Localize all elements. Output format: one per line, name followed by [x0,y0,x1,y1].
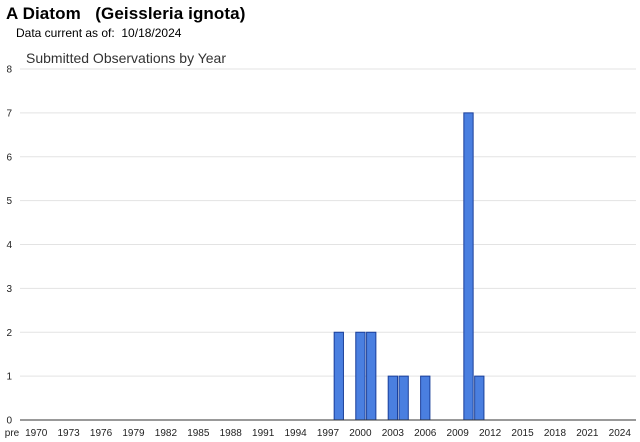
bars [333,112,485,421]
x-tick-label: 1976 [90,428,113,439]
x-tick-label: 1994 [284,428,307,439]
y-tick-label: 2 [6,328,12,339]
y-tick-label: 7 [6,108,12,119]
bar-2000 [355,331,366,421]
x-tick-label: 1973 [58,428,81,439]
x-tick-label: 2012 [479,428,502,439]
x-tick-label: 2021 [576,428,599,439]
x-tick-label: 2006 [414,428,437,439]
x-tick-label: 2000 [349,428,372,439]
bar-2004 [398,375,409,421]
x-tick-label: 1970 [25,428,48,439]
grid-lines [20,68,636,377]
y-tick-label: 6 [6,152,12,163]
x-tick-label: 1997 [317,428,340,439]
bar-2001 [366,331,377,421]
y-axis-ticks: 0 1 2 3 4 5 6 7 8 [6,65,12,427]
chart-title: Submitted Observations by Year [26,50,226,66]
y-tick-label: 1 [6,372,12,383]
bar-1998 [333,331,344,421]
y-tick-label: 4 [6,240,12,251]
x-tick-label: 2009 [447,428,470,439]
x-tick-label: 2024 [609,428,632,439]
bar-2003 [387,375,398,421]
bar-2011 [474,375,485,421]
x-axis-ticks: pre 1970 1973 1976 1979 1982 1985 1988 1991 1994 1… [5,428,632,439]
x-tick-label: 1988 [220,428,243,439]
x-tick-label: pre [5,428,20,439]
x-tick-label: 1991 [252,428,275,439]
y-tick-label: 8 [6,65,12,76]
x-tick-label: 2003 [382,428,405,439]
x-tick-label: 1982 [155,428,178,439]
data-current-date: Data current as of: 10/18/2024 [16,26,182,40]
page-title: A Diatom (Geissleria ignota) [6,4,246,23]
y-tick-label: 3 [6,284,12,295]
bar-2006 [420,375,431,421]
y-tick-label: 0 [6,416,12,427]
y-tick-label: 5 [6,196,12,207]
bar-2010 [463,112,474,421]
x-tick-label: 1979 [122,428,145,439]
x-tick-label: 2015 [511,428,534,439]
x-tick-label: 1985 [187,428,210,439]
x-tick-label: 2018 [544,428,567,439]
